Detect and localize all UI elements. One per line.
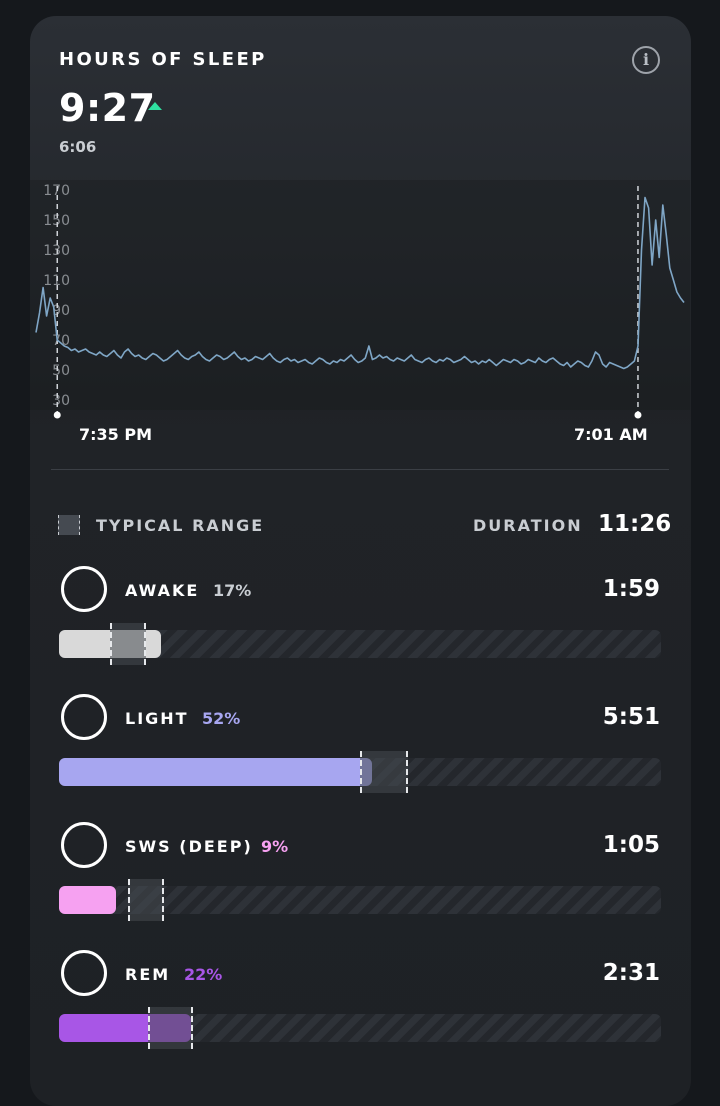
stage-name-awake: AWAKE [125,581,200,600]
stage-percent-light: 52% [202,709,241,728]
light-typical-range [360,751,409,793]
light-bar-fill [59,758,373,786]
stage-time-awake: 1:59 [602,576,660,602]
duration-label: DURATION [473,516,583,535]
divider [51,469,669,470]
typical-range-legend-icon [58,515,80,535]
stage-time-rem: 2:31 [602,960,660,986]
awake-typical-range [110,623,147,665]
sleep-end-dot [634,411,642,419]
stage-name-light: LIGHT [125,709,189,728]
info-icon[interactable]: i [632,46,660,74]
plot-area [30,180,690,410]
y-tick: 150 [30,213,70,229]
trend-up-icon [148,102,162,110]
stage-percent-rem: 22% [184,965,223,984]
stage-time-light: 5:51 [602,704,660,730]
sleep-start-time: 7:35 PM [79,425,153,444]
hours-of-sleep-value: 9:27 [59,86,156,130]
stage-name-deep: SWS (DEEP) [125,837,253,856]
rem-typical-range [148,1007,194,1049]
stage-time-deep: 1:05 [602,832,660,858]
stage-percent-awake: 17% [213,581,252,600]
rem-circle-icon [61,950,107,996]
sleep-end-time: 7:01 AM [574,425,648,444]
card-title: HOURS OF SLEEP [59,49,267,70]
duration-value: 11:26 [598,511,672,537]
stage-percent-deep: 9% [261,837,289,856]
stage-name-rem: REM [125,965,171,984]
heart-rate-line [35,196,685,370]
deep-bar-fill [59,886,117,914]
heart-rate-chart [30,180,690,419]
deep-typical-range [128,879,165,921]
typical-range-label: TYPICAL RANGE [96,516,265,535]
sleep-start-dot [53,411,61,419]
sleep-need-value: 6:06 [59,138,97,156]
sleep-card [30,16,691,1106]
awake-circle-icon [61,566,107,612]
deep-circle-icon [61,822,107,868]
light-circle-icon [61,694,107,740]
